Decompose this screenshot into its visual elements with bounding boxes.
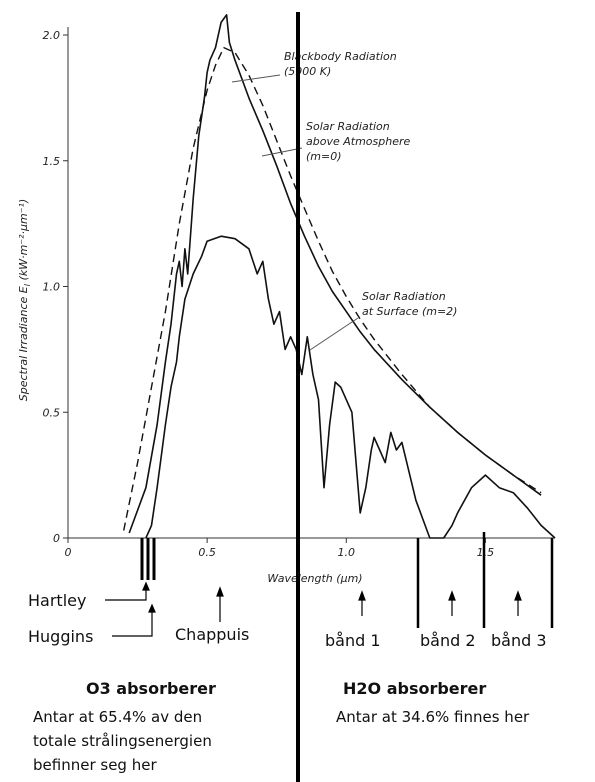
label-huggins: Huggins: [28, 627, 93, 646]
y-axis-label-units: (kW·m⁻²·μm⁻¹): [17, 199, 30, 281]
x-tick-label: 1.0: [338, 546, 356, 559]
series-line-solar_surface: [145, 235, 556, 539]
y-tick-label: 0: [53, 532, 60, 545]
o3-description: Antar at 65.4% av den totale strålingsen…: [33, 708, 217, 774]
h2o-description: Antar at 34.6% finnes her: [336, 708, 530, 726]
y-tick-label: 1.0: [43, 281, 61, 294]
annotation-leaders: [231, 74, 359, 351]
o3-line-3: befinner seg her: [33, 756, 157, 774]
annotation-solar-surface-line1: Solar Radiation: [362, 290, 446, 303]
annotation-blackbody-line1: Blackbody Radiation: [284, 50, 397, 63]
band1-arrowhead: [358, 590, 366, 601]
hartley-arrowhead: [142, 581, 150, 591]
x-axis-label: Wavelength (μm): [267, 572, 362, 585]
x-tick-label: 0: [65, 546, 72, 559]
leader-solar-above: [261, 147, 303, 157]
huggins-arrowhead: [148, 603, 156, 613]
label-chappuis: Chappuis: [175, 625, 249, 644]
hartley-arrow: [105, 588, 147, 601]
chappuis-arrowhead: [216, 586, 224, 597]
h2o-band-markers: [416, 532, 554, 628]
annotation-solar-above: Solar Radiation above Atmosphere (m=0): [306, 120, 414, 163]
series-line-blackbody: [123, 46, 542, 531]
annotation-solar-surface-line2: at Surface (m=2): [362, 305, 457, 318]
band2-arrowhead: [448, 590, 456, 601]
leader-blackbody: [231, 74, 281, 83]
label-band2: bånd 2: [420, 631, 476, 650]
y-tick-label: 1.5: [43, 155, 61, 168]
leader-solar-surface: [309, 317, 359, 351]
y-axis-label-subscript: I: [23, 283, 32, 286]
band3-arrowhead: [514, 590, 522, 601]
annotation-blackbody: Blackbody Radiation (5900 K): [284, 50, 400, 78]
y-axis-label-main: Spectral Irradiance E: [17, 286, 30, 401]
x-tick-label: 0.5: [198, 546, 216, 559]
annotation-solar-above-line3: (m=0): [306, 150, 342, 163]
label-hartley: Hartley: [28, 591, 86, 610]
arrows: [105, 581, 522, 637]
series-group: [123, 14, 556, 539]
o3-line-1: Antar at 65.4% av den: [33, 708, 202, 726]
label-band3: bånd 3: [491, 631, 547, 650]
label-band1: bånd 1: [325, 631, 381, 650]
y-tick-label: 2.0: [43, 29, 61, 42]
o3-markers: [140, 538, 156, 580]
annotation-solar-surface: Solar Radiation at Surface (m=2): [362, 290, 457, 318]
o3-line-2: totale strålingsenergien: [33, 732, 212, 750]
huggins-arrow: [112, 610, 153, 637]
o3-heading: O3 absorberer: [86, 679, 216, 698]
annotation-solar-above-line2: above Atmosphere: [306, 135, 410, 148]
series-line-solar_above: [128, 14, 542, 534]
y-tick-label: 0.5: [43, 406, 61, 419]
y-axis-label: Spectral Irradiance EI (kW·m⁻²·μm⁻¹): [17, 199, 32, 402]
x-tick-label: 1.5: [477, 546, 495, 559]
annotation-blackbody-line2: (5900 K): [284, 65, 331, 78]
h2o-heading: H2O absorberer: [343, 679, 486, 698]
tick-labels: 0 0.5 1.0 1.5 2.0 0 0.5 1.0 1.5: [43, 29, 495, 559]
annotation-solar-above-line1: Solar Radiation: [306, 120, 390, 133]
